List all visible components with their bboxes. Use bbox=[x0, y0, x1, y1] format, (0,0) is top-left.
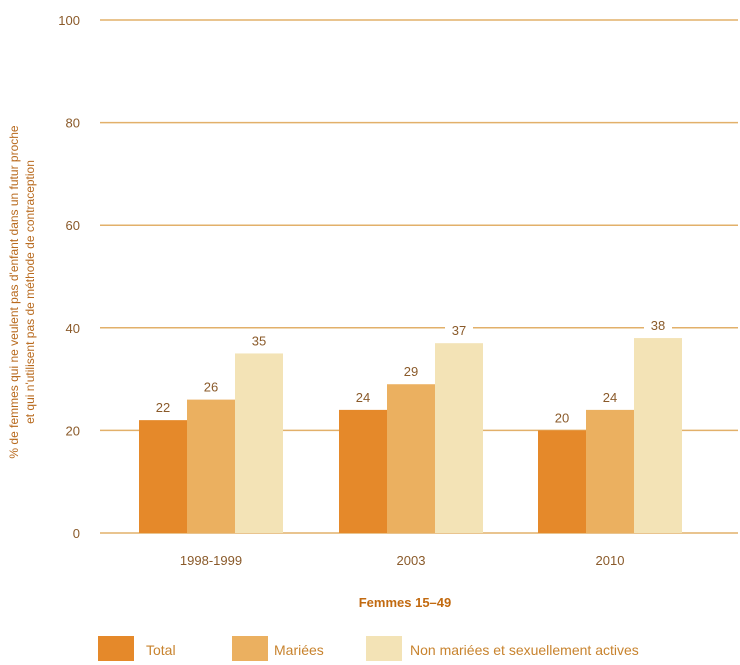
x-axis-title: Femmes 15–49 bbox=[359, 595, 452, 610]
value-label: 22 bbox=[156, 400, 170, 415]
legend-label: Mariées bbox=[274, 642, 324, 658]
value-label: 20 bbox=[555, 410, 569, 425]
value-label: 26 bbox=[204, 380, 218, 395]
y-tick-label: 0 bbox=[73, 526, 80, 541]
bar bbox=[586, 409, 634, 533]
value-label-bg bbox=[349, 387, 377, 406]
bar bbox=[235, 353, 283, 533]
bar bbox=[187, 399, 235, 533]
value-label-bg bbox=[397, 362, 425, 381]
legend-label: Non mariées et sexuellement actives bbox=[410, 642, 639, 658]
value-label: 24 bbox=[603, 390, 617, 405]
value-label: 24 bbox=[356, 390, 370, 405]
bar bbox=[538, 430, 586, 533]
category-label: 2003 bbox=[397, 553, 426, 568]
value-label: 29 bbox=[404, 364, 418, 379]
y-tick-label: 100 bbox=[58, 13, 80, 28]
bar-layer bbox=[139, 338, 682, 533]
bar bbox=[435, 343, 483, 533]
legend-label: Total bbox=[146, 642, 176, 658]
category-label: 1998-1999 bbox=[180, 553, 242, 568]
y-axis-title: % de femmes qui ne veulent pas d'enfant … bbox=[7, 125, 37, 458]
value-label: 37 bbox=[452, 323, 466, 338]
legend-swatch bbox=[232, 636, 268, 661]
bar bbox=[339, 409, 387, 533]
y-tick-label: 20 bbox=[66, 423, 80, 438]
value-label: 35 bbox=[252, 333, 266, 348]
label-layer: 22 26 35 1998-1999 24 29 37 2003 20 24 38 2010 bbox=[149, 316, 672, 568]
category-label: 2010 bbox=[596, 553, 625, 568]
value-label: 38 bbox=[651, 318, 665, 333]
y-axis-title-line-1: % de femmes qui ne veulent pas d'enfant … bbox=[7, 125, 21, 458]
value-label-bg bbox=[149, 398, 177, 417]
value-label-bg bbox=[644, 316, 672, 335]
value-label-bg bbox=[245, 331, 273, 350]
y-tick-label: 60 bbox=[66, 218, 80, 233]
y-tick-label: 80 bbox=[66, 116, 80, 131]
value-label-bg bbox=[197, 377, 225, 396]
y-tick-label: 40 bbox=[66, 321, 80, 336]
legend-swatch bbox=[98, 636, 134, 661]
legend: Total Mariées Non mariées et sexuellement … bbox=[98, 636, 639, 661]
bar bbox=[634, 338, 682, 533]
value-label-bg bbox=[445, 321, 473, 340]
bar bbox=[139, 420, 187, 533]
bar bbox=[387, 384, 435, 533]
legend-swatch bbox=[366, 636, 402, 661]
value-label-bg bbox=[596, 387, 624, 406]
y-axis-title-line-2: et qui n'utilisent pas de méthode de con… bbox=[23, 160, 37, 424]
value-label-bg bbox=[548, 408, 576, 427]
